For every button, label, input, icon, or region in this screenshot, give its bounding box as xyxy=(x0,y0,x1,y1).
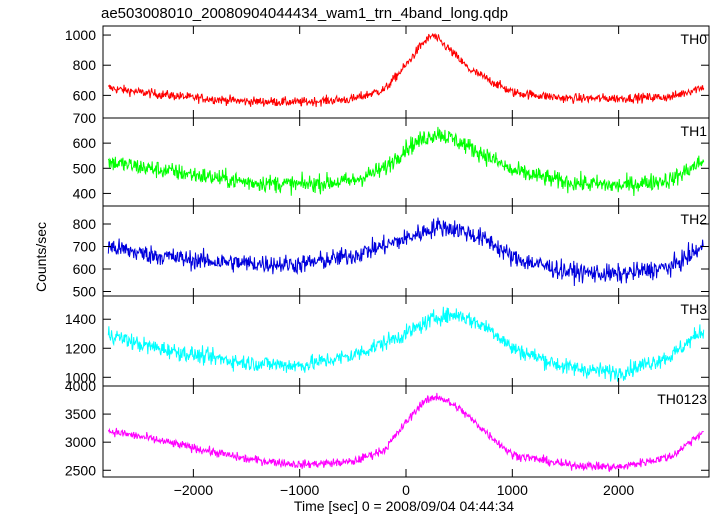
y-tick-label: 700 xyxy=(73,110,97,126)
y-tick-label: 1200 xyxy=(65,340,96,356)
y-axis-label: Counts/sec xyxy=(33,222,49,292)
y-tick-label: 4000 xyxy=(65,378,96,394)
y-tick-label: 400 xyxy=(73,185,97,201)
panel-label: TH3 xyxy=(681,301,708,317)
y-tick-label: 700 xyxy=(73,239,97,255)
panel-th0123: 2500 3000 3500 4000 TH0123 xyxy=(65,378,710,478)
panel-frame xyxy=(102,385,710,478)
y-tick-label: 3000 xyxy=(65,434,96,450)
y-tick-label: 1400 xyxy=(65,311,96,327)
panel-label: TH1 xyxy=(681,123,708,139)
series-line-th2 xyxy=(107,217,705,286)
x-tick-label: 0 xyxy=(402,482,410,498)
panel-th3: 1000 1200 1400 TH3 xyxy=(65,295,710,387)
y-tick-label: 500 xyxy=(73,284,97,300)
panel-th0: 600 800 1000 TH0 xyxy=(65,25,710,119)
x-axis-label: Time [sec] 0 = 2008/09/04 04:44:34 xyxy=(294,498,514,514)
x-tick-label: −2000 xyxy=(174,482,214,498)
panel-th2: 500 600 700 800 TH2 xyxy=(73,205,710,300)
panel-label: TH0123 xyxy=(657,391,707,407)
series-line-th0 xyxy=(107,32,705,108)
panel-frame xyxy=(102,205,710,297)
y-tick-label: 2500 xyxy=(65,462,96,478)
panel-frame xyxy=(102,295,710,387)
x-tick-label: 2000 xyxy=(603,482,634,498)
panel-label: TH0 xyxy=(681,31,708,47)
y-tick-label: 500 xyxy=(73,160,97,176)
y-tick-label: 600 xyxy=(73,135,97,151)
y-tick-label: 600 xyxy=(73,87,97,103)
panel-frame xyxy=(102,25,710,119)
panel-frame xyxy=(102,117,710,207)
series-line-th1 xyxy=(107,126,705,196)
chart-title: ae503008010_20080904044434_wam1_trn_4ban… xyxy=(101,5,508,22)
x-tick-label: −1000 xyxy=(280,482,320,498)
panel-label: TH2 xyxy=(681,211,708,227)
x-tick-label: 1000 xyxy=(497,482,528,498)
y-tick-label: 800 xyxy=(73,57,97,73)
y-tick-label: 800 xyxy=(73,216,97,232)
y-tick-label: 1000 xyxy=(65,27,96,43)
y-tick-label: 1000 xyxy=(65,369,96,385)
y-tick-label: 600 xyxy=(73,261,97,277)
series-line-th3 xyxy=(107,306,705,382)
series-line-th0123 xyxy=(107,392,704,473)
panel-th1: 400 500 600 700 TH1 xyxy=(73,110,710,207)
y-tick-label: 3500 xyxy=(65,406,96,422)
